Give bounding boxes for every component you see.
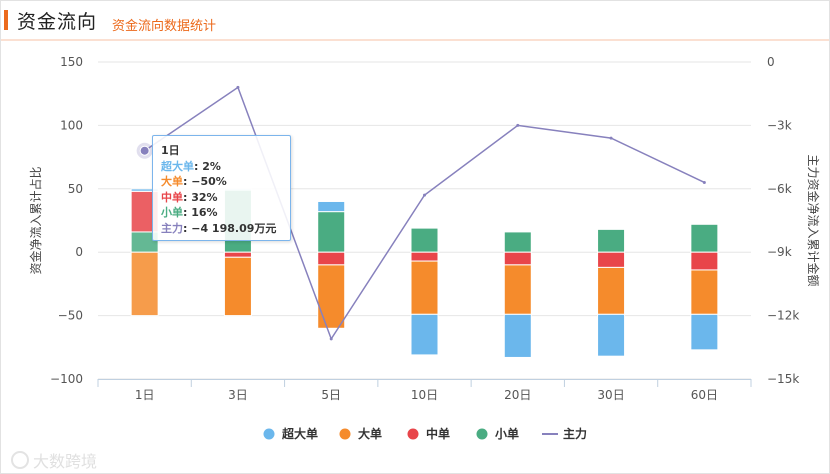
tooltip-label: 主力 xyxy=(161,221,183,235)
y-left-tick-label: −50 xyxy=(58,309,83,323)
y-right-tick-label: −9k xyxy=(767,245,792,259)
y-left-tick-label: 50 xyxy=(68,182,83,196)
y-right-tick-label: −6k xyxy=(767,182,792,196)
bar-segment xyxy=(130,251,159,317)
line-point xyxy=(329,337,333,341)
legend-item-label[interactable]: 主力 xyxy=(563,426,587,441)
panel-title: 资金流向 xyxy=(17,11,98,33)
y-right-tick-label: 0 xyxy=(767,55,775,69)
legend-symbol xyxy=(263,428,275,440)
bar-segment xyxy=(317,211,346,253)
bar-segment xyxy=(410,227,439,253)
line-point xyxy=(236,85,240,89)
legend-item-label[interactable]: 中单 xyxy=(426,426,450,441)
bar-segment xyxy=(690,251,719,271)
bar-segment xyxy=(317,251,346,266)
y-left-axis-title: 资金净流入累计占比 xyxy=(28,166,43,274)
bar-segment xyxy=(410,251,439,262)
x-tick-label: 1日 xyxy=(135,388,155,402)
x-tick-label: 60日 xyxy=(691,388,718,402)
tooltip-value: −50% xyxy=(191,175,227,188)
line-point xyxy=(516,123,520,127)
y-left-tick-label: 150 xyxy=(60,55,83,69)
legend-item-label[interactable]: 小单 xyxy=(495,426,519,441)
panel-subtitle: 资金流向数据统计 xyxy=(112,19,217,34)
title-accent-bar xyxy=(4,10,8,30)
bar-segment xyxy=(597,266,626,315)
bar-segment xyxy=(317,264,346,329)
tooltip-label: 中单 xyxy=(161,190,183,204)
line-point xyxy=(609,136,613,140)
bar-segment xyxy=(223,251,252,258)
watermark-logo-icon xyxy=(11,451,29,469)
hover-marker xyxy=(139,145,150,156)
tooltip-row-medium: 中单: 32% xyxy=(161,190,218,204)
bar-segment xyxy=(410,260,439,315)
x-tick-label: 3日 xyxy=(228,388,248,402)
bar-segment xyxy=(690,313,719,351)
bar-segment xyxy=(503,251,532,266)
x-tick-label: 20日 xyxy=(504,388,531,402)
tooltip-value: 2% xyxy=(202,159,221,173)
y-left-tick-label: 100 xyxy=(60,118,83,132)
bar-segment xyxy=(317,200,346,213)
tooltip-value: 16% xyxy=(191,206,218,219)
tooltip-label: 大单 xyxy=(161,175,183,188)
y-right-tick-label: −15k xyxy=(767,372,799,386)
bar-segment xyxy=(503,313,532,358)
x-tick-label: 10日 xyxy=(411,388,438,402)
tooltip-row-super-large: 超大单: 2% xyxy=(161,159,221,173)
tooltip-row-small: 小单: 16% xyxy=(161,206,218,219)
fund-flow-chart: 150 100 50 0 −50 −100 0 −3k −6k −9k −12k −15k 1日 3日 5日… xyxy=(28,55,821,441)
bar-segment xyxy=(503,231,532,253)
legend-item-label[interactable]: 超大单 xyxy=(281,426,318,441)
panel-header: 资金流向 资金流向数据统计 xyxy=(1,1,829,41)
tooltip-title: 1日 xyxy=(161,144,180,157)
watermark: 大数跨境 xyxy=(11,448,97,472)
bar-segment xyxy=(597,251,626,268)
tooltip-row-large: 大单: −50% xyxy=(161,175,227,188)
x-tick-label: 5日 xyxy=(321,388,341,402)
bar-segment xyxy=(690,269,719,315)
bar-segment xyxy=(690,223,719,253)
tooltip-value: −4 198.09万元 xyxy=(191,221,277,235)
y-left-tick-label: 0 xyxy=(75,245,83,259)
bar-segment xyxy=(503,264,532,315)
legend-symbol xyxy=(476,428,488,440)
y-left-tick-label: −100 xyxy=(50,372,83,386)
legend-symbol xyxy=(339,428,351,440)
line-point xyxy=(702,180,706,184)
tooltip-label: 超大单 xyxy=(161,159,194,173)
watermark-text: 大数跨境 xyxy=(33,452,98,471)
legend-symbol xyxy=(407,428,419,440)
bar-segment xyxy=(223,256,252,317)
bar-segment xyxy=(410,313,439,356)
y-right-tick-label: −3k xyxy=(767,118,792,132)
tooltip-value: 32% xyxy=(191,190,218,204)
chart-tooltip: 1日 超大单: 2% 大单: −50% 中单: 32% 小单: 16% 主力: … xyxy=(152,135,291,241)
legend-item-label[interactable]: 大单 xyxy=(358,426,382,441)
line-point xyxy=(423,193,426,197)
bar-segment xyxy=(597,313,626,357)
tooltip-row-main: 主力: −4 198.09万元 xyxy=(161,221,277,235)
bar-segment xyxy=(597,228,626,253)
y-right-tick-label: −12k xyxy=(767,309,799,323)
y-right-axis-title: 主力资金净流入累计金额 xyxy=(806,154,821,286)
tooltip-label: 小单 xyxy=(161,206,183,219)
x-tick-label: 30日 xyxy=(597,388,624,402)
